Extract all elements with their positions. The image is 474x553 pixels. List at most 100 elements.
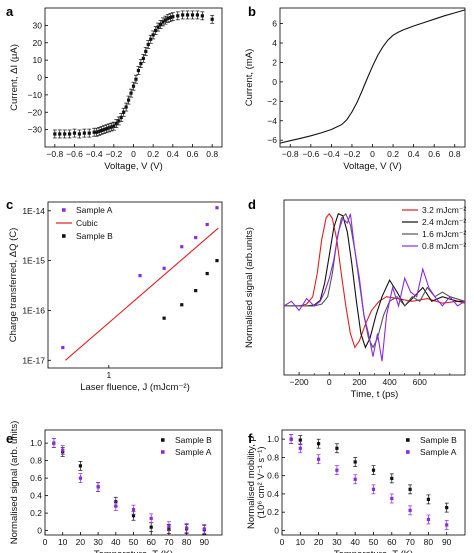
x-tick-label-e: 10 xyxy=(58,537,68,547)
data-point-a-0 xyxy=(95,130,99,134)
x-tick-label-d: 0 xyxy=(327,377,332,387)
data-point-c-0 xyxy=(205,222,209,227)
data-point-e-1 xyxy=(114,504,118,508)
data-point-a-0 xyxy=(171,15,175,19)
data-point-f-1 xyxy=(298,446,302,450)
data-point-a-0 xyxy=(99,128,104,133)
x-tick-label-b: 0.8 xyxy=(449,149,461,159)
data-point-e-1 xyxy=(52,441,56,445)
data-point-f-0 xyxy=(408,487,412,491)
data-point-a-0 xyxy=(119,115,123,120)
x-tick-label-b: 0 xyxy=(370,149,375,159)
data-point-c-2 xyxy=(180,303,184,307)
x-tick-label-f: 10 xyxy=(296,537,306,547)
data-point-e-0 xyxy=(131,514,136,518)
data-point-a-0 xyxy=(63,132,67,136)
legend-label-d: 1.6 mJcm⁻² xyxy=(422,229,466,239)
data-point-c-2 xyxy=(194,289,198,293)
x-tick-label-e: 60 xyxy=(146,537,156,547)
x-tick-label-a: 0.4 xyxy=(167,149,179,159)
data-point-a-0 xyxy=(87,131,91,135)
series-line-d-1 xyxy=(284,213,465,349)
x-axis-label-f: Temperature, T (K) xyxy=(334,549,413,553)
data-point-a-0 xyxy=(131,84,136,88)
data-point-a-0 xyxy=(126,98,131,102)
plot-frame-a xyxy=(44,7,223,148)
legend-label-e: Sample A xyxy=(175,447,212,457)
y-tick-label-b: 2 xyxy=(272,57,277,67)
x-tick-label-b: 0.4 xyxy=(408,149,420,159)
series-line-b-0 xyxy=(279,9,466,144)
legend-marker-c xyxy=(62,208,66,212)
data-point-f-1 xyxy=(445,523,449,527)
data-point-a-0 xyxy=(156,25,160,29)
y-tick-label-f: 0.4 xyxy=(267,489,279,499)
x-tick-label-a: 0 xyxy=(131,149,136,159)
x-tick-label-b: −0.4 xyxy=(323,149,340,159)
data-point-e-0 xyxy=(149,525,153,529)
data-point-a-0 xyxy=(129,91,133,95)
data-point-a-0 xyxy=(77,132,82,136)
x-tick-label-a: 0.2 xyxy=(147,149,159,159)
y-tick-label-b: −6 xyxy=(267,135,277,145)
x-tick-label-a: 0.6 xyxy=(187,149,199,159)
data-point-f-0 xyxy=(426,497,430,501)
legend-marker-f xyxy=(406,450,410,454)
data-point-a-0 xyxy=(195,13,200,17)
data-point-a-0 xyxy=(82,131,86,135)
data-point-f-1 xyxy=(371,487,376,491)
data-point-a-0 xyxy=(151,33,155,37)
data-point-a-0 xyxy=(163,18,168,22)
y-tick-label-b: 6 xyxy=(272,19,277,29)
data-point-c-0 xyxy=(194,235,198,240)
data-point-a-0 xyxy=(53,132,57,136)
x-tick-label-a: −0.6 xyxy=(66,149,83,159)
y-axis-label-d: Normalised signal (arb.units) xyxy=(244,227,255,348)
data-point-a-0 xyxy=(166,16,170,21)
y-tick-label-b: 4 xyxy=(272,38,277,48)
x-tick-label-d: 600 xyxy=(413,377,427,387)
y-tick-label-c: 1E-17 xyxy=(22,355,45,365)
plot-frame-f xyxy=(281,429,466,536)
x-tick-label-a: −0.4 xyxy=(86,149,103,159)
data-point-c-2 xyxy=(205,271,209,276)
data-point-f-0 xyxy=(371,468,376,472)
data-point-a-0 xyxy=(72,131,77,135)
plot-frame-c xyxy=(47,201,223,369)
y-tick-label-f: 0.8 xyxy=(267,452,279,462)
x-tick-label-b: 0.6 xyxy=(428,149,440,159)
data-point-c-0 xyxy=(180,245,184,249)
data-point-e-1 xyxy=(61,448,65,452)
data-point-a-0 xyxy=(109,125,113,129)
y-tick-label-a: −20 xyxy=(28,107,43,117)
x-tick-label-d: −200 xyxy=(290,377,309,387)
legend-marker-f xyxy=(406,438,410,442)
x-tick-label-b: −0.8 xyxy=(282,149,299,159)
data-point-a-0 xyxy=(190,13,195,17)
data-point-a-0 xyxy=(161,20,165,24)
data-point-a-0 xyxy=(102,128,106,132)
data-point-a-0 xyxy=(144,49,148,54)
y-tick-label-b: −2 xyxy=(267,96,277,106)
x-tick-label-f: 20 xyxy=(314,537,324,547)
y-tick-label-a: −30 xyxy=(28,125,43,135)
y-tick-label-e: 1.0 xyxy=(30,438,42,448)
panel-b: b −0.8 −0.6 −0.4 −0.2 0 0.2 0.4 0.6 0.8 −6 −4 −2 0 2 4 6… xyxy=(244,4,466,172)
data-point-a-0 xyxy=(149,37,153,41)
legend-label-d: 2.4 mJcm⁻² xyxy=(422,217,466,227)
legend-label-f: Sample A xyxy=(420,447,457,457)
x-tick-label-e: 30 xyxy=(93,537,103,547)
x-axis-label-e: Temperature, T (K) xyxy=(94,549,173,553)
y-axis-label-e: Normalised signal (arb. units) xyxy=(9,421,20,545)
data-point-c-2 xyxy=(162,316,166,320)
data-point-e-1 xyxy=(78,476,82,480)
data-point-a-0 xyxy=(134,77,138,81)
legend-label-d: 3.2 mJcm⁻² xyxy=(422,205,466,215)
y-tick-label-f: 0 xyxy=(274,525,279,535)
panel-d: d −200 0 200 400 600 Time, t (ps) Normalised si… xyxy=(244,197,466,400)
x-axis-label-c: Laser fluence, J (mJcm⁻²) xyxy=(80,382,190,393)
data-point-e-1 xyxy=(96,485,100,489)
data-point-f-0 xyxy=(390,476,394,480)
x-tick-label-f: 60 xyxy=(387,537,397,547)
data-point-a-0 xyxy=(185,13,190,17)
